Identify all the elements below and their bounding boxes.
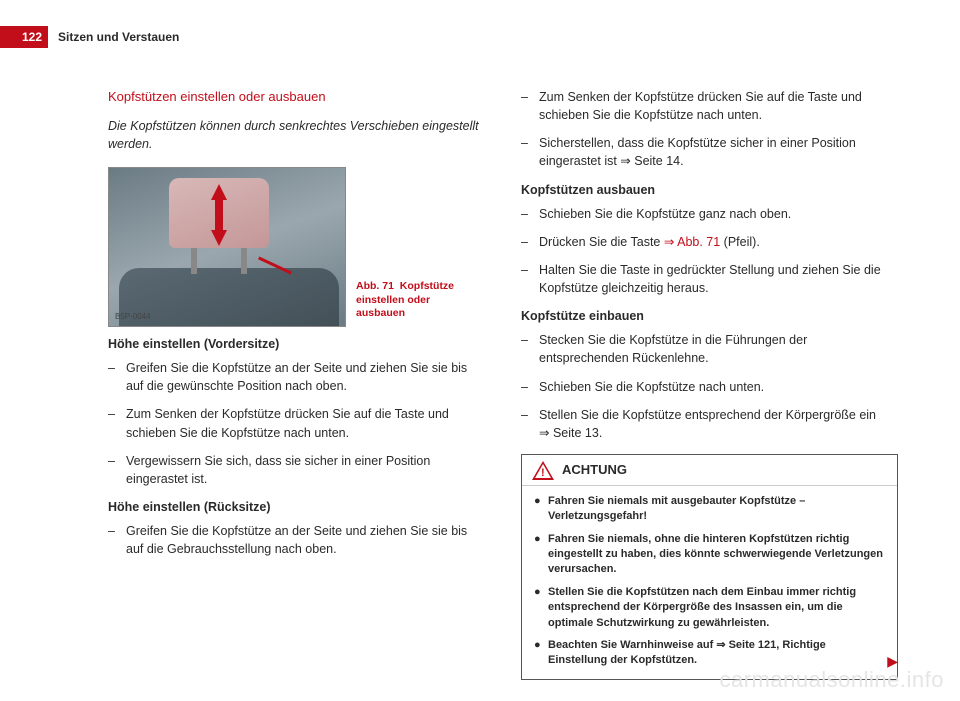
figure-caption-prefix: Abb. 71 <box>356 280 394 292</box>
bullet-dot-icon: ● <box>534 532 548 578</box>
dash-icon: – <box>521 378 539 396</box>
list-item: – Stellen Sie die Kopfstütze entsprechen… <box>521 406 898 442</box>
content-area: Kopfstützen einstellen oder ausbauen Die… <box>108 88 898 680</box>
text-span: Drücken Sie die Taste <box>539 235 664 249</box>
dash-icon: – <box>108 522 126 558</box>
warning-triangle-icon: ! <box>532 461 554 481</box>
dash-icon: – <box>521 331 539 367</box>
subheading: Höhe einstellen (Rücksitze) <box>108 498 485 516</box>
dash-icon: – <box>108 405 126 441</box>
page-reference-link[interactable]: ⇒ Seite 14. <box>620 154 683 168</box>
list-item: – Zum Senken der Kopfstütze drücken Sie … <box>521 88 898 124</box>
figure-id-label: B5P-0044 <box>115 311 151 323</box>
bullet-dot-icon: ● <box>534 585 548 631</box>
list-item: – Drücken Sie die Taste ⇒ Abb. 71 (Pfeil… <box>521 233 898 251</box>
list-text: Drücken Sie die Taste ⇒ Abb. 71 (Pfeil). <box>539 233 898 251</box>
text-span: Sicherstellen, dass die Kopfstütze siche… <box>539 136 856 168</box>
warning-text: Fahren Sie niemals, ohne die hinteren Ko… <box>548 532 885 578</box>
arrow-down-icon <box>211 230 227 246</box>
list-text: Stecken Sie die Kopfstütze in die Führun… <box>539 331 898 367</box>
dash-icon: – <box>108 452 126 488</box>
list-item: – Halten Sie die Taste in gedrückter Ste… <box>521 261 898 297</box>
list-item: – Schieben Sie die Kopfstütze ganz nach … <box>521 205 898 223</box>
section-title: Kopfstützen einstellen oder ausbauen <box>108 88 485 107</box>
text-span: Stellen Sie die Kopfstütze entsprechend … <box>539 408 876 422</box>
dash-icon: – <box>108 359 126 395</box>
list-text: Halten Sie die Taste in gedrückter Stell… <box>539 261 898 297</box>
headrest-figure: B5P-0044 <box>108 167 346 327</box>
headrest-post <box>191 246 197 274</box>
text-span: (Pfeil). <box>720 235 760 249</box>
running-header: Sitzen und Verstauen <box>58 30 179 44</box>
dash-icon: – <box>521 134 539 170</box>
list-text: Greifen Sie die Kopfstütze an der Seite … <box>126 359 485 395</box>
page-reference-link[interactable]: ⇒ Seite 13. <box>539 426 602 440</box>
warning-box: ! ACHTUNG ●Fahren Sie niemals mit ausgeb… <box>521 454 898 680</box>
list-item: – Schieben Sie die Kopfstütze nach unten… <box>521 378 898 396</box>
subheading: Kopfstütze einbauen <box>521 307 898 325</box>
subheading: Höhe einstellen (Vordersitze) <box>108 335 485 353</box>
warning-text: Stellen Sie die Kopfstützen nach dem Ein… <box>548 585 885 631</box>
list-item: – Greifen Sie die Kopfstütze an der Seit… <box>108 522 485 558</box>
list-text: Vergewissern Sie sich, dass sie sicher i… <box>126 452 485 488</box>
page-number-tab: 122 <box>0 26 48 48</box>
list-text: Schieben Sie die Kopfstütze ganz nach ob… <box>539 205 898 223</box>
list-text: Zum Senken der Kopfstütze drücken Sie au… <box>539 88 898 124</box>
list-text: Zum Senken der Kopfstütze drücken Sie au… <box>126 405 485 441</box>
text-span: Beachten Sie Warnhinweise auf <box>548 639 716 651</box>
headrest-post <box>241 246 247 274</box>
seat-back-shape <box>119 268 339 327</box>
warning-body: ●Fahren Sie niemals mit ausgebauter Kopf… <box>522 486 897 679</box>
warning-text: Beachten Sie Warnhinweise auf ⇒ Seite 12… <box>548 638 885 669</box>
dash-icon: – <box>521 233 539 251</box>
list-text: Sicherstellen, dass die Kopfstütze siche… <box>539 134 898 170</box>
list-item: – Zum Senken der Kopfstütze drücken Sie … <box>108 405 485 441</box>
warning-header: ! ACHTUNG <box>522 455 897 486</box>
dash-icon: – <box>521 205 539 223</box>
list-item: – Vergewissern Sie sich, dass sie sicher… <box>108 452 485 488</box>
bullet-dot-icon: ● <box>534 638 548 669</box>
list-item: – Stecken Sie die Kopfstütze in die Führ… <box>521 331 898 367</box>
figure-reference-link[interactable]: ⇒ Abb. 71 <box>664 235 720 249</box>
list-item: – Sicherstellen, dass die Kopfstütze sic… <box>521 134 898 170</box>
dash-icon: – <box>521 261 539 297</box>
warning-text: Fahren Sie niemals mit ausgebauter Kopfs… <box>548 494 885 525</box>
right-column: – Zum Senken der Kopfstütze drücken Sie … <box>521 88 898 680</box>
intro-text: Die Kopfstützen können durch senkrechtes… <box>108 117 485 153</box>
figure-caption: Abb. 71 Kopfstütze einstellen oder ausba… <box>356 280 476 321</box>
left-column: Kopfstützen einstellen oder ausbauen Die… <box>108 88 485 680</box>
list-text: Greifen Sie die Kopfstütze an der Seite … <box>126 522 485 558</box>
dash-icon: – <box>521 406 539 442</box>
subheading: Kopfstützen ausbauen <box>521 181 898 199</box>
watermark: carmanualsonline.info <box>719 667 944 693</box>
list-text: Schieben Sie die Kopfstütze nach unten. <box>539 378 898 396</box>
list-item: – Greifen Sie die Kopfstütze an der Seit… <box>108 359 485 395</box>
bullet-dot-icon: ● <box>534 494 548 525</box>
list-text: Stellen Sie die Kopfstütze entsprechend … <box>539 406 898 442</box>
arrow-stem <box>215 198 223 232</box>
warning-title: ACHTUNG <box>562 461 627 480</box>
dash-icon: – <box>521 88 539 124</box>
figure-row: B5P-0044 Abb. 71 Kopfstütze einstellen o… <box>108 167 485 327</box>
